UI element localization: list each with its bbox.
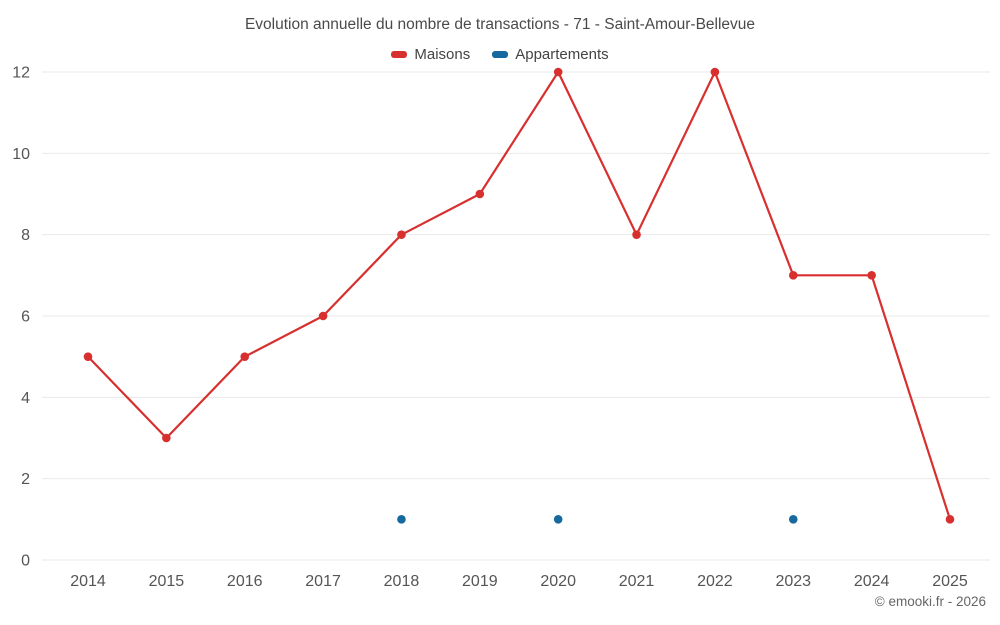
legend-item-maisons[interactable]: Maisons <box>391 46 470 63</box>
svg-text:2023: 2023 <box>775 573 811 590</box>
svg-text:2022: 2022 <box>697 573 733 590</box>
appartements-swatch-icon <box>492 51 509 58</box>
svg-text:2016: 2016 <box>227 573 263 590</box>
svg-text:6: 6 <box>21 309 30 326</box>
svg-text:2017: 2017 <box>305 573 341 590</box>
svg-text:0: 0 <box>21 553 30 570</box>
svg-text:2024: 2024 <box>854 573 890 590</box>
svg-text:12: 12 <box>12 65 30 82</box>
svg-text:8: 8 <box>21 227 30 244</box>
legend-item-appartements[interactable]: Appartements <box>492 46 609 63</box>
svg-text:10: 10 <box>12 146 30 163</box>
svg-text:2025: 2025 <box>932 573 968 590</box>
svg-text:2020: 2020 <box>540 573 576 590</box>
svg-text:2018: 2018 <box>384 573 420 590</box>
svg-text:2019: 2019 <box>462 573 498 590</box>
chart-legend: Maisons Appartements <box>0 46 1000 63</box>
svg-text:2014: 2014 <box>70 573 106 590</box>
svg-text:2021: 2021 <box>619 573 655 590</box>
copyright-text: © emooki.fr - 2026 <box>874 594 986 609</box>
legend-label-appartements: Appartements <box>515 46 609 63</box>
svg-text:2015: 2015 <box>149 573 185 590</box>
legend-label-maisons: Maisons <box>414 46 471 63</box>
svg-text:4: 4 <box>21 390 30 407</box>
svg-text:2: 2 <box>21 471 30 488</box>
maisons-swatch-icon <box>391 51 408 58</box>
chart-title: Evolution annuelle du nombre de transact… <box>244 16 756 33</box>
